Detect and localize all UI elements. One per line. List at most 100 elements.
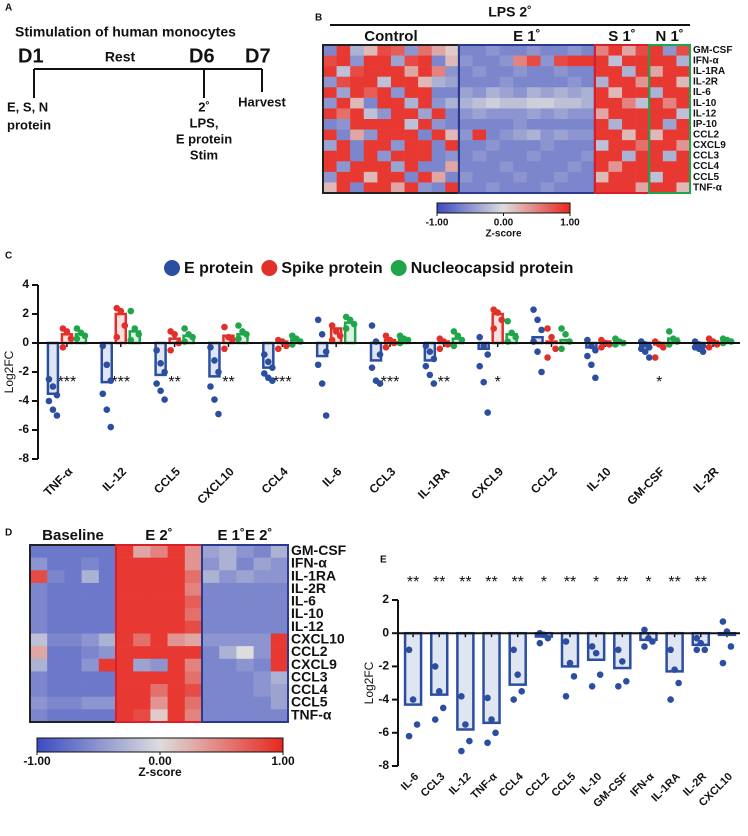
heat-cell (377, 119, 392, 130)
heat-cell (350, 182, 365, 194)
data-point (675, 679, 682, 687)
heat-cell (363, 45, 378, 56)
data-point (645, 354, 653, 361)
heat-cell (350, 150, 365, 162)
row-label: IL-2R (693, 77, 719, 88)
heat-cell (219, 671, 237, 685)
heat-cell (350, 76, 365, 88)
note: LPS, (190, 115, 219, 130)
row-label: IL-12 (291, 618, 324, 634)
data-point (510, 646, 517, 654)
heat-cell (167, 684, 186, 698)
heat-cell (253, 620, 272, 634)
data-point (705, 344, 713, 351)
data-point (189, 333, 196, 341)
heat-cell (116, 633, 134, 647)
heat-cell (64, 545, 82, 558)
heat-cell (47, 696, 65, 710)
row-label: CXCL9 (291, 656, 337, 672)
heat-cell (81, 570, 100, 584)
data-point (207, 344, 214, 351)
data-point (153, 380, 160, 387)
data-point (63, 328, 71, 335)
heat-cell (554, 140, 568, 152)
data-point (588, 683, 596, 690)
heat-cell (47, 570, 65, 584)
heat-cell (47, 671, 65, 685)
heat-cell (486, 171, 501, 183)
data-point (103, 361, 111, 369)
heat-cell (81, 671, 100, 685)
data-point (494, 309, 501, 316)
heat-cell (184, 671, 203, 685)
heat-cell (540, 150, 555, 162)
heat-cell (30, 582, 48, 596)
heat-cell (431, 150, 446, 162)
data-point (221, 323, 228, 331)
data-point (536, 639, 544, 647)
y-tick-label: 4 (22, 277, 29, 291)
heat-cell (567, 97, 582, 109)
heat-cell (513, 55, 528, 67)
data-point (113, 333, 121, 341)
data-point (413, 721, 421, 728)
heat-cell (662, 76, 677, 88)
heat-cell (622, 97, 636, 109)
heat-cell (377, 161, 392, 173)
heat-cell (30, 595, 48, 609)
data-point (462, 721, 469, 728)
heat-cell (418, 76, 433, 88)
data-point (598, 344, 605, 351)
heat-cell (390, 97, 405, 109)
data-point (283, 342, 290, 350)
heat-cell (676, 171, 691, 183)
heat-cell (594, 140, 609, 152)
heat-cell (404, 129, 419, 141)
heat-cell (581, 108, 596, 120)
data-point (534, 348, 541, 356)
heat-cell (184, 595, 203, 609)
heat-cell (472, 182, 487, 194)
data-point (534, 316, 541, 324)
heat-cell (270, 709, 289, 723)
data-point (275, 345, 282, 353)
heat-cell (608, 161, 623, 173)
heat-cell (649, 97, 664, 109)
heat-cell (662, 119, 677, 130)
heat-cell (458, 55, 473, 67)
data-point (103, 406, 111, 414)
legend-label: Spike protein (281, 260, 382, 277)
heat-cell (567, 150, 582, 162)
heat-cell (184, 557, 203, 571)
y-tick-label: -2 (378, 659, 389, 673)
data-point (261, 370, 268, 377)
data-point (592, 374, 599, 382)
data-point (570, 673, 578, 680)
data-point (49, 406, 57, 414)
heat-cell (236, 545, 254, 558)
data-point (592, 649, 600, 657)
row-label: IL-6 (693, 87, 711, 98)
y-tick-label: -4 (18, 393, 29, 407)
data-point (53, 391, 61, 399)
heat-cell (47, 646, 65, 660)
heat-cell (116, 620, 134, 634)
heat-cell (219, 684, 237, 698)
row-label: CXCL10 (291, 631, 345, 647)
heat-cell (567, 161, 582, 173)
group-border (201, 544, 289, 723)
heat-cell (526, 119, 541, 130)
heat-cell (150, 671, 168, 685)
heat-cell (98, 620, 117, 634)
heat-cell (253, 570, 272, 584)
heat-cell (567, 87, 582, 99)
data-point (322, 348, 330, 356)
heat-cell (581, 129, 596, 141)
heat-cell (184, 582, 203, 596)
heat-cell (202, 608, 220, 622)
data-point (368, 322, 376, 329)
panel-label: E (380, 555, 387, 566)
heat-cell (499, 87, 514, 99)
data-point (665, 328, 673, 335)
heat-cell (363, 161, 378, 173)
